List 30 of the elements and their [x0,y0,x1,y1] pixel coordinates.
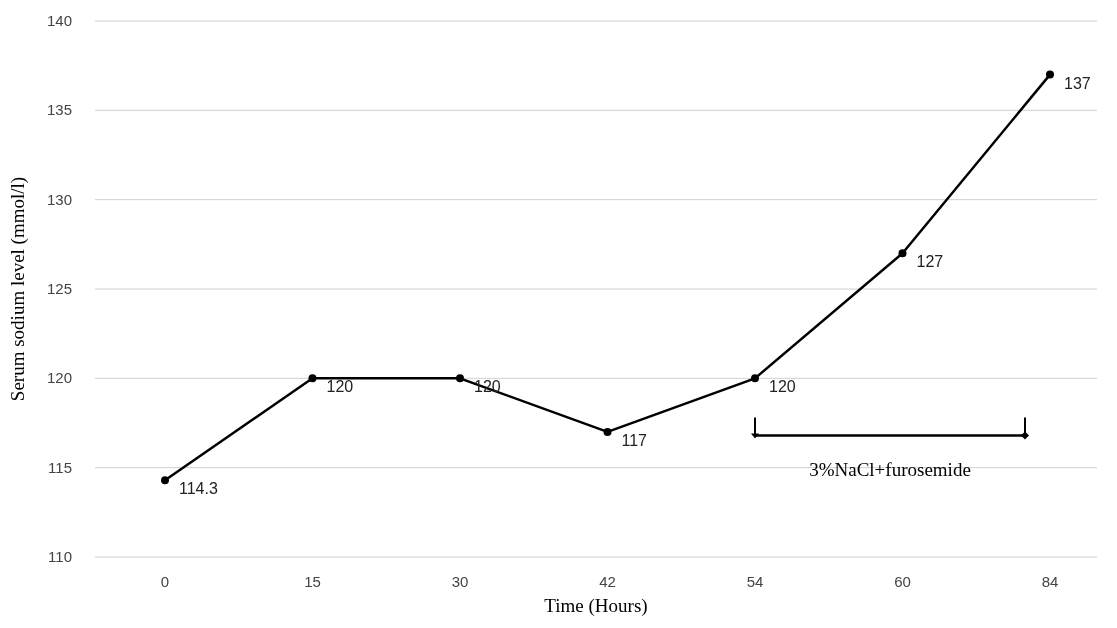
data-label: 117 [621,431,648,449]
y-tick-label: 120 [46,369,72,387]
y-tick-label: 140 [46,12,72,29]
y-tick-label: 135 [46,101,72,119]
point [898,249,907,258]
data-label: 120 [326,378,354,396]
point [308,374,317,383]
x-tick-label: 54 [746,573,764,590]
point [751,374,759,383]
x-tick-label: 84 [1041,573,1059,590]
data-label: 127 [916,253,944,271]
data-label: 120 [769,378,796,396]
point [603,427,612,436]
x-tick-label: 30 [451,573,469,590]
point [1046,70,1054,79]
x-tick-label: 0 [160,573,170,590]
y-axis-title: Serum sodium level (mmol/l) [7,176,29,402]
point [161,476,169,485]
data-label: 137 [1064,74,1091,92]
x-axis-title: Time (Hours) [544,595,648,617]
annotation: 3%NaCl+furosemide [809,458,971,480]
point [456,374,464,383]
x-tick-label: 15 [304,573,321,590]
y-tick-label: 110 [48,548,72,565]
x-tick-label: 60 [894,573,911,590]
data-label: 114.3 [179,480,218,498]
y-tick-label: 125 [46,280,72,297]
y-tick-label: 115 [48,458,72,476]
y-tick-label: 130 [46,190,72,208]
x-tick-label: 42 [599,573,616,590]
